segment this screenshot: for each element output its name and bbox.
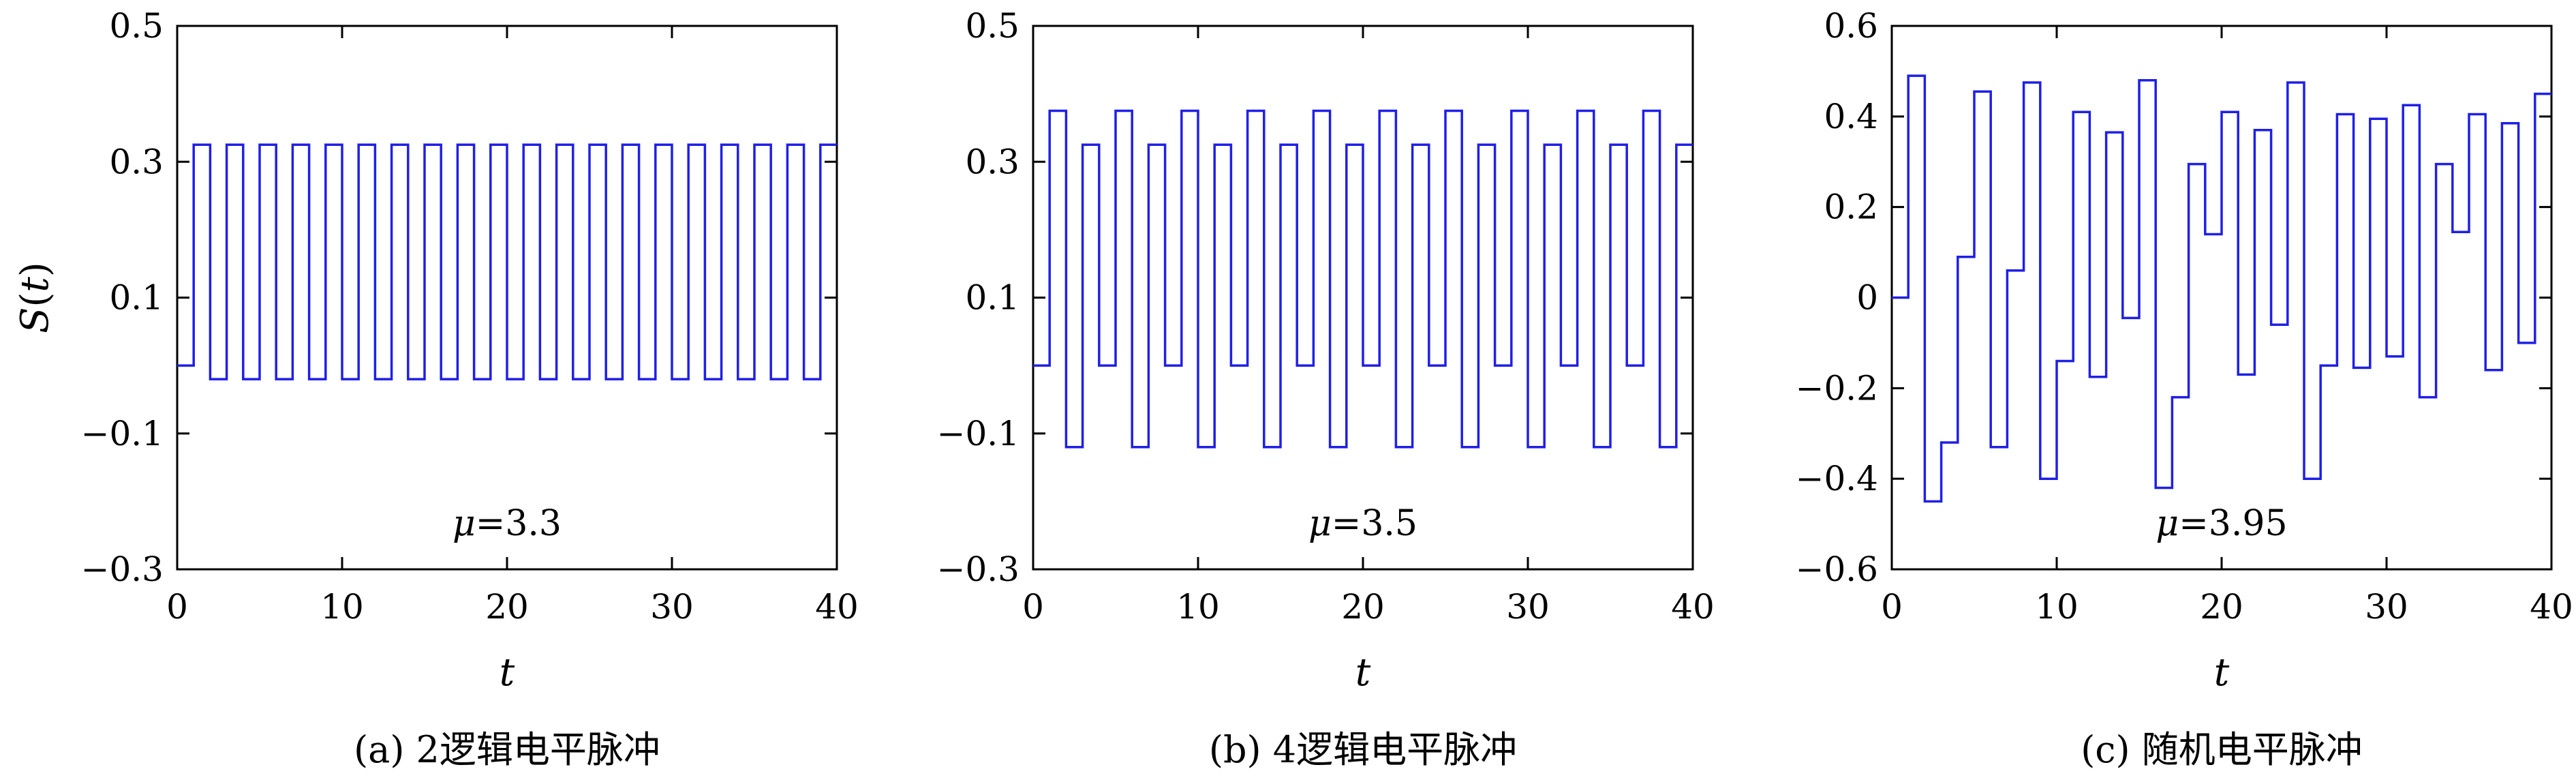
y-tick-label: −0.3 [937,550,1019,589]
y-tick-label: 0.1 [965,278,1019,318]
x-tick-label: 40 [815,587,859,627]
x-axis-title: t [500,650,515,695]
y-tick-label: 0.5 [109,6,164,46]
x-tick-label: 30 [2365,587,2408,627]
chart-panel-1: 0 10 20 30 40 −0.3 −0.1 0.1 0.3 0.5 μ=3.5 t (b) 4逻辑电… [937,6,1715,771]
chart-panel-0: 0 10 20 30 40 −0.3 −0.1 0.1 0.3 0.5 μ=3.3 t S(t) (a) … [13,6,859,771]
y-tick-label: −0.4 [1796,459,1878,498]
y-axis-title: S(t) [13,262,57,333]
x-tick-label: 20 [1341,587,1385,627]
x-tick-label: 0 [1881,587,1903,627]
y-tick-label: −0.2 [1796,368,1878,408]
x-tick-label: 30 [650,587,694,627]
x-tick-label: 40 [1671,587,1715,627]
panel-caption: (c) 随机电平脉冲 [2081,728,2363,771]
mu-annotation: μ=3.95 [2156,503,2287,544]
x-axis-title: t [2214,650,2230,695]
x-tick-label: 10 [2035,587,2079,627]
y-tick-label: −0.1 [937,414,1019,453]
x-tick-label: 20 [485,587,529,627]
x-tick-label: 30 [1506,587,1550,627]
panel-caption: (b) 4逻辑电平脉冲 [1209,728,1517,771]
x-tick-label: 40 [2530,587,2573,627]
y-tick-label: 0.1 [109,278,164,318]
x-tick-label: 0 [1022,587,1044,627]
x-tick-label: 20 [2200,587,2243,627]
y-tick-label: −0.6 [1796,550,1878,589]
x-axis-title: t [1355,650,1371,695]
y-tick-label: 0 [1856,278,1878,318]
y-tick-label: 0.3 [965,142,1019,181]
y-tick-label: −0.1 [81,414,164,453]
y-tick-label: 0.5 [965,6,1019,46]
y-tick-label: 0.3 [109,142,164,181]
panel-caption: (a) 2逻辑电平脉冲 [354,728,660,771]
x-tick-label: 10 [320,587,364,627]
series-step-line [1892,74,2551,503]
x-tick-label: 0 [166,587,188,627]
mu-annotation: μ=3.3 [453,503,562,544]
y-tick-label: 0.4 [1824,97,1878,136]
chart-panel-2: 0 10 20 30 40 −0.6 −0.4 −0.2 0 0.2 0.4 0.6 μ=3.95 t (c… [1796,6,2573,771]
y-tick-label: −0.3 [81,550,164,589]
series-step-line [1033,109,1693,449]
mu-annotation: μ=3.5 [1308,503,1417,544]
y-tick-label: 0.2 [1824,188,1878,227]
y-tick-label: 0.6 [1824,6,1878,46]
series-step-line [177,143,837,380]
x-tick-label: 10 [1176,587,1220,627]
